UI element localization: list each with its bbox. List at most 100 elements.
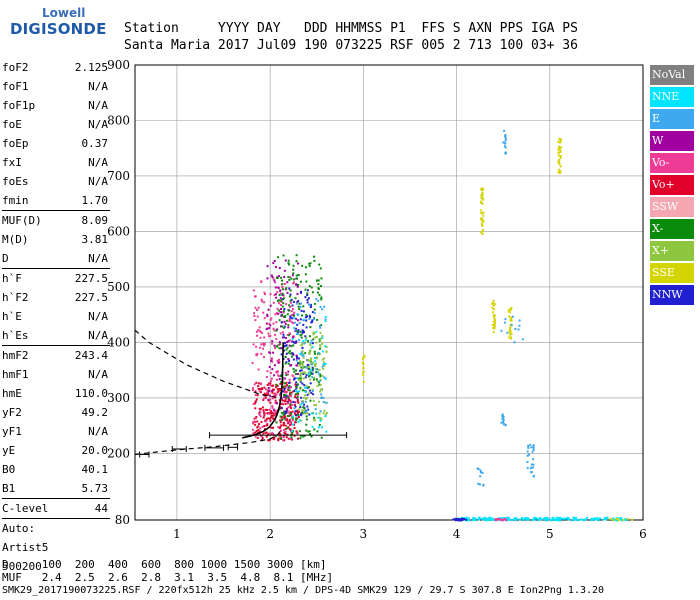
echo-point (259, 410, 261, 413)
echo-point (290, 321, 293, 324)
echo-point (315, 330, 318, 333)
echo-cluster (479, 187, 485, 235)
param-row: C-level 44 (2, 499, 110, 518)
echo-point (301, 350, 304, 352)
echo-point (263, 344, 265, 347)
echo-point (282, 439, 285, 442)
echo-point (252, 403, 255, 405)
echo-point (284, 412, 287, 415)
echo-point (278, 275, 280, 278)
echo-point (361, 358, 364, 361)
echo-point (254, 306, 257, 309)
echo-point (271, 406, 274, 409)
echo-cluster (526, 443, 535, 478)
y-tick-label: 700 (107, 169, 130, 183)
echo-point (296, 411, 299, 414)
echo-point (312, 333, 315, 336)
echo-point (309, 378, 312, 381)
echo-point (312, 367, 315, 370)
polarization-legend: NoVal NNE E W Vo- Vo+ SSW X- X+ SSE NNW (650, 65, 694, 307)
echo-point (256, 308, 259, 311)
echo-point (580, 518, 583, 521)
echo-point (501, 413, 504, 416)
param-key: B1 (2, 482, 16, 495)
echo-point (304, 316, 307, 319)
echo-point (318, 400, 320, 403)
echo-point (295, 302, 298, 305)
echo-point (279, 292, 282, 295)
echo-point (283, 269, 286, 272)
echo-point (317, 371, 320, 374)
echo-point (275, 321, 278, 324)
echo-point (315, 357, 318, 360)
echo-point (302, 318, 305, 321)
echo-point (279, 425, 282, 428)
echo-point (481, 202, 484, 205)
echo-cluster (609, 517, 634, 522)
echo-point (311, 376, 314, 379)
echo-point (277, 437, 280, 440)
echo-point (559, 165, 562, 168)
echo-point (316, 385, 319, 387)
param-key: h`Es (2, 329, 29, 342)
distance-row: D 100 200 400 600 800 1000 1500 3000 [km… (2, 558, 327, 571)
echo-point (274, 333, 277, 336)
echo-point (605, 516, 608, 519)
echo-point (609, 517, 612, 520)
echo-point (314, 419, 316, 422)
echo-point (279, 388, 282, 390)
echo-point (565, 517, 568, 520)
echo-point (295, 357, 298, 360)
echo-point (532, 475, 535, 477)
echo-point (264, 412, 267, 415)
echo-point (293, 327, 296, 329)
echo-point (310, 339, 313, 342)
echo-point (315, 371, 318, 374)
echo-point (289, 411, 292, 414)
echo-point (287, 402, 289, 405)
echo-point (320, 436, 323, 439)
echo-point (552, 519, 555, 521)
echo-point (305, 326, 308, 329)
echo-point (305, 266, 307, 269)
echo-point (270, 414, 273, 417)
echo-point (284, 410, 286, 413)
echo-point (298, 361, 301, 364)
echo-point (287, 415, 290, 417)
echo-point (310, 357, 313, 360)
echo-point (284, 417, 287, 420)
echo-point (280, 308, 282, 310)
echo-point (263, 317, 266, 320)
echo-point (269, 379, 272, 382)
echo-point (283, 415, 286, 418)
echo-point (294, 383, 297, 386)
echo-point (620, 517, 623, 520)
echo-point (467, 517, 470, 520)
echo-point (324, 315, 327, 318)
echo-point (480, 217, 483, 220)
echo-point (270, 274, 273, 277)
echo-point (277, 344, 280, 346)
echo-point (277, 361, 280, 364)
echo-point (276, 291, 279, 294)
echo-point (268, 383, 271, 386)
legend-item-noval: NoVal (650, 65, 694, 85)
echo-point (310, 286, 313, 289)
echo-point (256, 334, 258, 337)
echo-point (482, 518, 485, 521)
echo-point (287, 358, 290, 361)
echo-point (309, 316, 312, 319)
echo-point (317, 381, 320, 384)
echo-point (258, 413, 261, 416)
echo-point (257, 368, 260, 371)
echo-point (301, 382, 304, 385)
echo-point (293, 389, 296, 392)
echo-point (287, 400, 290, 403)
echo-point (304, 394, 307, 397)
echo-point (284, 430, 287, 433)
echo-point (259, 415, 262, 418)
echo-point (288, 295, 291, 298)
param-row: B0 40.1 (2, 460, 110, 479)
echo-point (254, 423, 257, 426)
echo-point (252, 422, 255, 425)
